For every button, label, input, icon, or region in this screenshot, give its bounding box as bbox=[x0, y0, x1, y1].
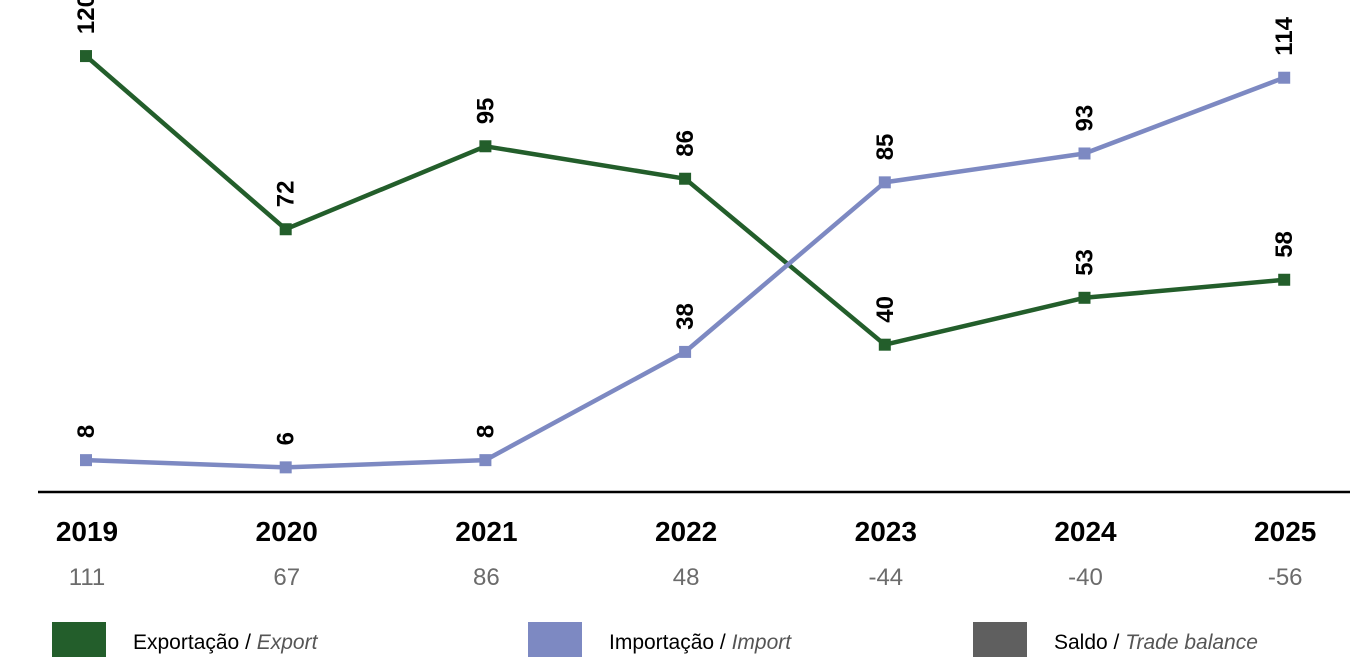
import-data-label-2019: 8 bbox=[73, 425, 100, 438]
import-data-label-2024: 93 bbox=[1072, 105, 1099, 132]
x-tick-label-2019: 2019 bbox=[56, 516, 118, 547]
import-point-2021 bbox=[479, 454, 492, 467]
balance-value-2019: 111 bbox=[69, 564, 105, 591]
balance-value-2021: 86 bbox=[473, 564, 500, 591]
x-tick-label-2021: 2021 bbox=[455, 516, 517, 547]
legend-swatch-trade-balance bbox=[973, 622, 1027, 657]
legend-swatch-import bbox=[528, 622, 582, 657]
export-point-2024 bbox=[1078, 291, 1091, 304]
import-data-label-2021: 8 bbox=[472, 425, 499, 438]
export-data-label-2025: 58 bbox=[1271, 231, 1298, 258]
export-data-label-2021: 95 bbox=[472, 98, 499, 125]
balance-value-2020: 67 bbox=[273, 564, 300, 591]
import-data-label-2025: 114 bbox=[1271, 16, 1298, 55]
export-point-2019 bbox=[80, 50, 92, 63]
import-point-2022 bbox=[679, 345, 692, 358]
export-point-2020 bbox=[279, 223, 292, 236]
x-tick-label-2024: 2024 bbox=[1054, 516, 1117, 547]
export-data-label-2020: 72 bbox=[273, 180, 300, 207]
import-point-2024 bbox=[1078, 147, 1091, 160]
export-data-label-2022: 86 bbox=[672, 130, 699, 157]
import-point-2025 bbox=[1278, 71, 1291, 84]
import-point-2019 bbox=[80, 454, 92, 467]
legend-label-export: Exportação / Export bbox=[133, 631, 319, 654]
x-tick-label-2022: 2022 bbox=[655, 516, 717, 547]
export-data-label-2023: 40 bbox=[872, 296, 899, 323]
import-point-2023 bbox=[878, 176, 891, 189]
export-point-2023 bbox=[878, 338, 891, 351]
export-data-label-2024: 53 bbox=[1072, 249, 1099, 276]
balance-value-2025: -56 bbox=[1268, 564, 1303, 591]
export-point-2022 bbox=[679, 172, 692, 185]
import-point-2020 bbox=[279, 461, 292, 474]
x-tick-label-2023: 2023 bbox=[855, 516, 917, 547]
export-series-line bbox=[84, 54, 1285, 347]
x-tick-label-2020: 2020 bbox=[256, 516, 318, 547]
x-tick-label-2025: 2025 bbox=[1254, 516, 1316, 547]
export-point-2025 bbox=[1278, 273, 1291, 286]
legend-label-trade-balance: Saldo / Trade balance bbox=[1054, 631, 1258, 654]
legend-label-import: Importação / Import bbox=[609, 631, 792, 654]
balance-value-2022: 48 bbox=[673, 564, 700, 591]
import-data-label-2023: 85 bbox=[872, 134, 899, 161]
export-data-label-2019: 120 bbox=[73, 0, 100, 34]
import-data-label-2020: 6 bbox=[273, 432, 300, 445]
balance-value-2023: -44 bbox=[868, 564, 903, 591]
legend-swatch-export bbox=[52, 622, 106, 657]
import-data-label-2022: 38 bbox=[672, 303, 699, 330]
export-point-2021 bbox=[479, 140, 492, 153]
balance-value-2024: -40 bbox=[1068, 564, 1103, 591]
